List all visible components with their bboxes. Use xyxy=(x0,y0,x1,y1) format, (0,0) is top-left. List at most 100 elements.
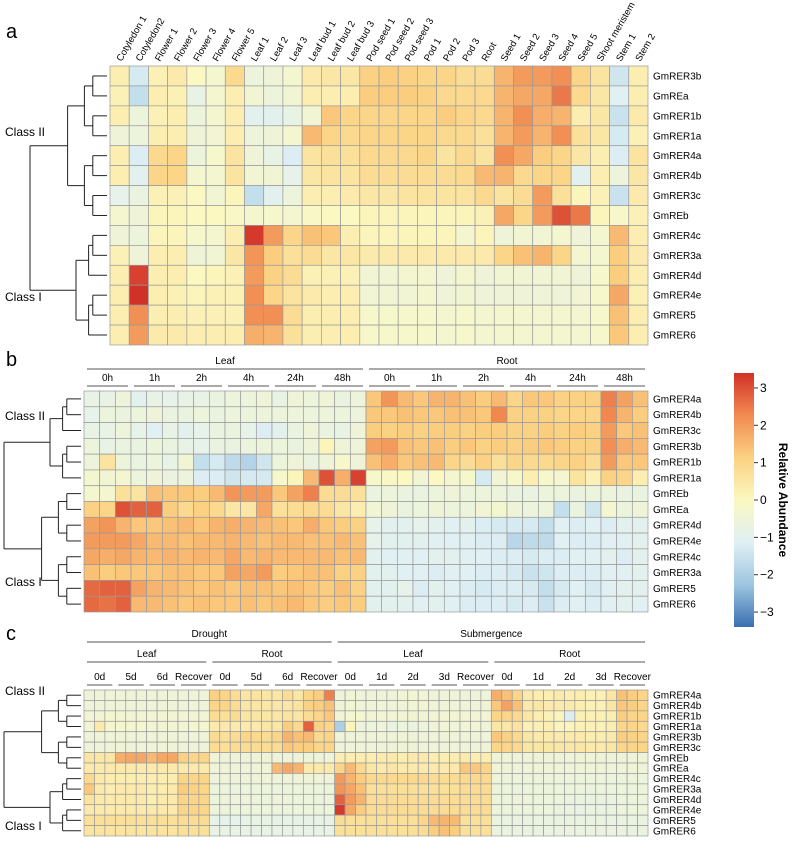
heatmap-cell xyxy=(198,710,210,722)
heatmap-cell xyxy=(318,564,336,581)
heatmap-cell xyxy=(553,731,565,743)
heatmap-cell xyxy=(282,304,303,326)
heatmap-cell xyxy=(417,814,430,826)
heatmap-cell xyxy=(244,324,265,346)
heatmap-cell xyxy=(616,438,633,455)
heatmap-cell xyxy=(490,689,503,701)
heatmap-cell xyxy=(355,689,367,701)
heatmap-cell xyxy=(263,105,284,127)
heatmap-cell xyxy=(417,284,437,306)
heatmap-cell xyxy=(532,324,553,346)
heatmap-cell xyxy=(365,595,383,613)
heatmap-cell xyxy=(193,453,210,471)
heatmap-cell xyxy=(146,825,158,837)
heatmap-cell xyxy=(616,720,628,733)
heatmap-cell xyxy=(355,741,367,753)
heatmap-cell xyxy=(188,793,200,806)
heatmap-cell xyxy=(83,689,95,701)
heatmap-cell xyxy=(104,731,116,743)
heatmap-cell xyxy=(334,564,351,581)
heatmap-cell xyxy=(128,205,149,226)
heatmap-cell xyxy=(240,580,257,597)
heatmap-cell xyxy=(396,762,409,774)
heatmap-cell xyxy=(590,185,610,206)
heatmap-cell xyxy=(511,720,524,733)
heatmap-cell xyxy=(156,793,168,806)
heatmap-cell xyxy=(553,773,565,785)
heatmap-cell xyxy=(490,793,503,806)
heatmap-cell xyxy=(167,225,188,246)
class-label: Class I xyxy=(5,290,42,304)
heatmap-cell xyxy=(114,773,127,785)
heatmap-cell xyxy=(83,390,101,408)
heatmap-cell xyxy=(292,804,304,816)
row-label: GmRER3c xyxy=(653,743,701,754)
subgroup-label: 1h xyxy=(149,373,160,384)
class-label: Class I xyxy=(5,575,42,589)
heatmap-cell xyxy=(511,825,524,837)
heatmap-cell xyxy=(109,284,130,306)
heatmap-cell xyxy=(513,105,534,127)
heatmap-cell xyxy=(455,225,476,246)
heatmap-cell xyxy=(282,284,303,306)
heatmap-cell xyxy=(470,762,482,774)
heatmap-cell xyxy=(198,773,210,785)
heatmap-cell xyxy=(94,773,106,785)
heatmap-cell xyxy=(397,225,418,246)
heatmap-cell xyxy=(205,245,226,266)
heatmap-cell xyxy=(186,185,207,206)
heatmap-cell xyxy=(532,710,544,722)
heatmap-cell xyxy=(551,324,572,346)
heatmap-cell xyxy=(438,710,450,722)
subgroup-label: 0d xyxy=(501,672,512,683)
heatmap-cell xyxy=(553,580,571,597)
heatmap-cell xyxy=(161,548,179,565)
heatmap-cell xyxy=(386,720,398,733)
heatmap-cell xyxy=(208,516,226,534)
heatmap-cell xyxy=(493,65,514,87)
heatmap-cell xyxy=(569,532,586,550)
heatmap-cell xyxy=(564,825,576,837)
heatmap-cell xyxy=(135,710,148,722)
row-label: GmRER4d xyxy=(653,271,701,282)
heatmap-cell xyxy=(537,406,555,423)
heatmap-cell xyxy=(193,485,210,502)
heatmap-cell xyxy=(240,731,252,743)
heatmap-cell xyxy=(146,453,163,471)
heatmap-cell xyxy=(551,225,572,246)
heatmap-cell xyxy=(605,731,618,743)
heatmap-cell xyxy=(301,185,322,206)
heatmap-cell xyxy=(83,548,101,565)
heatmap-cell xyxy=(224,469,242,487)
heatmap-cell xyxy=(417,731,430,743)
row-label: GmRER3a xyxy=(653,251,702,262)
heatmap-cell xyxy=(271,793,283,806)
heatmap-cell xyxy=(161,390,179,408)
heatmap-cell xyxy=(381,485,398,502)
heatmap-cell xyxy=(114,485,132,502)
heatmap-cell xyxy=(564,773,576,785)
heatmap-cell xyxy=(156,752,168,764)
heatmap-cell xyxy=(240,762,252,774)
heatmap-cell xyxy=(595,773,607,785)
heatmap-cell xyxy=(480,773,492,785)
heatmap-cell xyxy=(125,814,137,826)
heatmap-cell xyxy=(574,720,586,733)
heatmap-cell xyxy=(595,720,607,733)
heatmap-cell xyxy=(219,741,231,753)
heatmap-cell xyxy=(438,814,450,826)
heatmap-cell xyxy=(490,469,508,487)
heatmap-cell xyxy=(386,762,398,774)
heatmap-cell xyxy=(208,689,221,701)
heatmap-cell xyxy=(543,720,555,733)
heatmap-cell xyxy=(240,773,252,785)
heatmap-cell xyxy=(381,390,398,408)
heatmap-cell xyxy=(130,580,148,597)
heatmap-cell xyxy=(318,438,336,455)
heatmap-cell xyxy=(359,324,380,346)
heatmap-cell xyxy=(480,689,492,701)
heatmap-cell xyxy=(287,595,304,613)
subgroup-label: Recover xyxy=(175,672,213,683)
heatmap-cell xyxy=(263,165,284,186)
heatmap-cell xyxy=(135,773,148,785)
